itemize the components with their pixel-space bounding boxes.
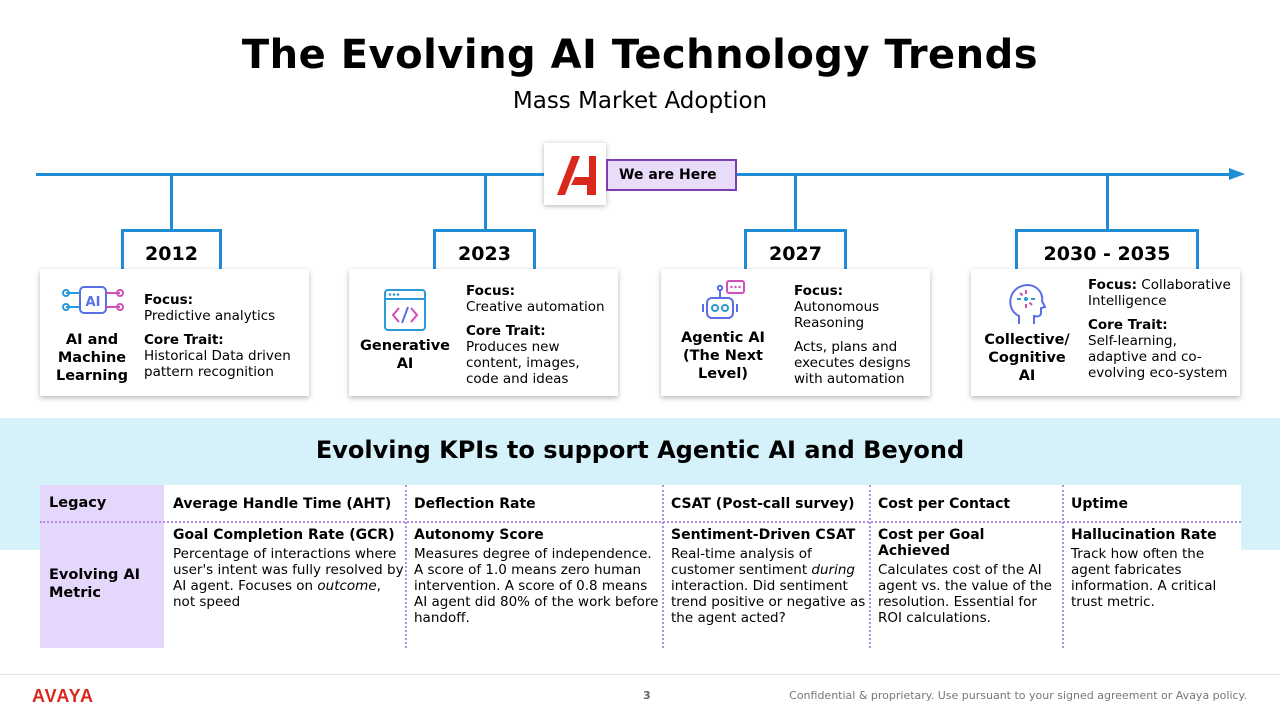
kpi-section-title: Evolving KPIs to support Agentic AI and … [315,436,965,464]
focus-label: Focus: [1088,277,1137,293]
trend-name: Generative AI [359,338,451,372]
footer-divider [0,674,1280,675]
legacy-kpi-cell: Uptime [1071,496,1128,512]
kpi-table: Legacy Evolving AI Metric Average Handle… [40,485,1241,648]
focus-text: Autonomous Reasoning [794,299,880,331]
timeline-tick [484,175,487,231]
evolving-kpi-name: Sentiment-Driven CSAT [671,527,856,543]
code-window-icon [384,289,426,335]
trait-label: Core Trait: [1088,317,1168,333]
trait-text: Historical Data driven pattern recogniti… [144,348,291,380]
year-label: 2027 [744,229,847,269]
trait-text: Produces new content, images, code and i… [466,339,580,387]
trend-description: Focus: Collaborative Intelligence Core T… [1088,277,1238,381]
evolving-kpi-name: Autonomy Score [414,527,544,543]
year-label: 2012 [121,229,222,269]
column-divider [1062,485,1064,648]
column-divider [405,485,407,648]
column-divider [869,485,871,648]
evolving-kpi-cell: Sentiment-Driven CSAT Real-time analysis… [662,527,868,626]
timeline-tick [1106,175,1109,231]
evolving-kpi-desc: Real-time analysis of customer sentiment… [671,546,866,626]
focus-text: Predictive analytics [144,308,276,324]
trait-label: Core Trait: [144,332,224,348]
column-divider [662,485,664,648]
trend-description: Focus: Predictive analytics Core Trait: … [144,292,306,380]
row-divider [40,521,1241,523]
focus-label: Focus: [466,283,515,299]
evolving-kpi-cell: Autonomy Score Measures degree of indepe… [405,527,661,626]
evolving-kpi-desc: Track how often the agent fabricates inf… [1071,546,1217,610]
page-number: 3 [643,689,651,702]
head-brain-icon [1007,282,1047,330]
evolving-kpi-desc: Percentage of interactions where user's … [173,546,404,610]
svg-text:AI: AI [86,295,101,310]
focus-label: Focus: [144,292,193,308]
avaya-brand-logo: AVAYA [32,686,95,706]
timeline-arrow-icon [1229,168,1245,180]
year-label: 2023 [433,229,536,269]
trait-text: Self-learning, adaptive and co-evolving … [1088,333,1228,381]
evolving-kpi-name: Cost per Goal Achieved [878,527,985,559]
page-subtitle: Mass Market Adoption [512,88,768,114]
evolving-row-label: Evolving AI Metric [40,522,164,648]
legacy-kpi-cell: Average Handle Time (AHT) [173,496,392,512]
evolving-kpi-cell: Cost per Goal Achieved Calculates cost o… [869,527,1061,626]
timeline-tick [794,175,797,231]
trait-text: Acts, plans and executes designs with au… [794,339,911,387]
focus-label: Focus: [794,283,843,299]
trend-card-agentic-ai: Agentic AI (The Next Level) Focus: Auton… [661,269,930,396]
legacy-kpi-cell: CSAT (Post-call survey) [671,496,855,512]
year-label: 2030 - 2035 [1015,229,1199,269]
focus-text: Collaborative Intelligence [1088,277,1231,309]
legacy-kpi-cell: Deflection Rate [414,496,536,512]
focus-text: Creative automation [466,299,605,315]
evolving-kpi-cell: Goal Completion Rate (GCR) Percentage of… [164,527,404,610]
confidentiality-notice: Confidential & proprietary. Use pursuant… [789,689,1247,702]
trait-label: Core Trait: [466,323,546,339]
trend-description: Focus: Creative automation Core Trait: P… [466,283,616,387]
we-are-here-marker: We are Here [606,159,737,191]
evolving-kpi-name: Hallucination Rate [1071,527,1217,543]
trend-name: AI and Machine Learning [55,332,128,384]
trend-card-ai-ml: AI AI and Machine Learning Focus: Predic… [40,269,309,396]
legacy-row-label: Legacy [40,485,164,522]
timeline-tick [170,175,173,231]
page-title: The Evolving AI Technology Trends [241,32,1039,78]
ai-chip-icon: AI [62,283,124,327]
avaya-logo-icon [544,143,606,205]
evolving-kpi-desc: Calculates cost of the AI agent vs. the … [878,562,1052,626]
trend-name: Collective/ Cognitive AI [984,332,1070,384]
trend-name: Agentic AI (The Next Level) [681,330,765,382]
trend-card-collective-ai: Collective/ Cognitive AI Focus: Collabor… [971,269,1240,396]
trend-description: Focus: Autonomous Reasoning Acts, plans … [794,283,928,387]
legacy-kpi-cell: Cost per Contact [878,496,1011,512]
evolving-kpi-cell: Hallucination Rate Track how often the a… [1062,527,1240,610]
evolving-kpi-desc: Measures degree of independence. A score… [414,546,659,626]
trend-card-generative-ai: Generative AI Focus: Creative automation… [349,269,618,396]
evolving-kpi-name: Goal Completion Rate (GCR) [173,527,395,543]
robot-icon [701,280,747,330]
